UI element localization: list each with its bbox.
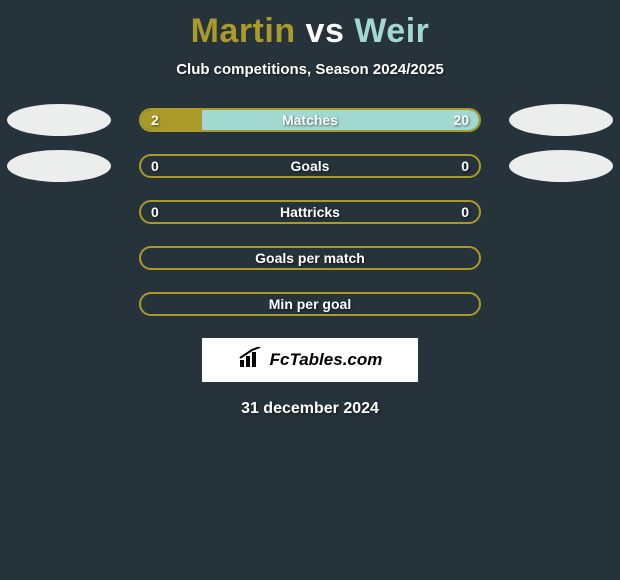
stat-rows-container: 2Matches200Goals00Hattricks0Goals per ma… (0, 108, 620, 316)
player1-club-oval (7, 150, 111, 182)
player2-club-oval (509, 150, 613, 182)
stat-row: Min per goal (0, 292, 620, 316)
stat-label: Hattricks (141, 202, 479, 222)
vs-text: vs (306, 12, 345, 50)
logo-chart-icon (238, 347, 264, 374)
logo-box: FcTables.com (202, 338, 418, 382)
stat-label: Goals (141, 156, 479, 176)
stat-label: Goals per match (141, 248, 479, 268)
stat-label: Matches (141, 110, 479, 130)
stat-bar: Goals per match (139, 246, 481, 270)
player1-name: Martin (191, 12, 296, 50)
date-text: 31 december 2024 (0, 400, 620, 418)
stat-label: Min per goal (141, 294, 479, 314)
logo-text: FcTables.com (270, 350, 383, 370)
stat-right-value: 0 (461, 156, 469, 176)
player2-name: Weir (354, 12, 429, 50)
player1-club-oval (7, 104, 111, 136)
stat-bar: 0Goals0 (139, 154, 481, 178)
stat-row: Goals per match (0, 246, 620, 270)
stat-row: 2Matches20 (0, 108, 620, 132)
stat-bar: Min per goal (139, 292, 481, 316)
subtitle: Club competitions, Season 2024/2025 (0, 61, 620, 78)
stat-right-value: 0 (461, 202, 469, 222)
stat-bar: 0Hattricks0 (139, 200, 481, 224)
stat-row: 0Goals0 (0, 154, 620, 178)
stat-bar: 2Matches20 (139, 108, 481, 132)
stat-row: 0Hattricks0 (0, 200, 620, 224)
comparison-title: Martin vs Weir (0, 0, 620, 51)
stat-right-value: 20 (453, 110, 469, 130)
player2-club-oval (509, 104, 613, 136)
